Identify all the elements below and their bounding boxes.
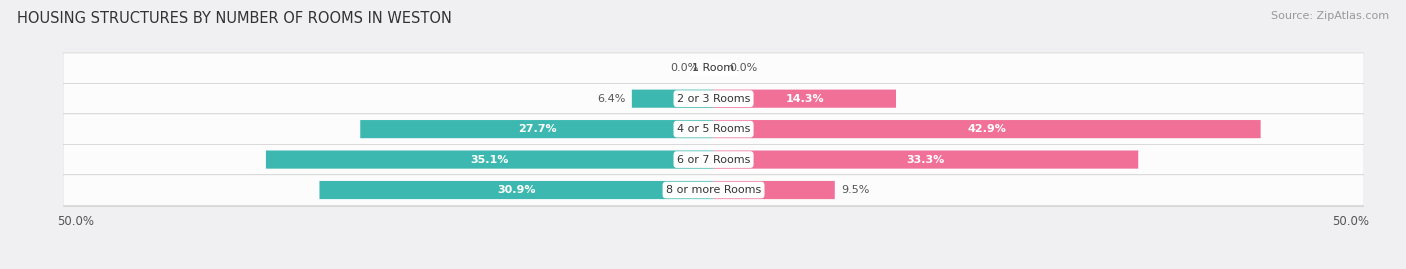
- Text: 42.9%: 42.9%: [967, 124, 1007, 134]
- FancyBboxPatch shape: [713, 90, 896, 108]
- Text: 27.7%: 27.7%: [517, 124, 557, 134]
- Text: 14.3%: 14.3%: [786, 94, 824, 104]
- Text: Source: ZipAtlas.com: Source: ZipAtlas.com: [1271, 11, 1389, 21]
- FancyBboxPatch shape: [713, 181, 835, 199]
- FancyBboxPatch shape: [63, 175, 1364, 205]
- FancyBboxPatch shape: [319, 181, 714, 199]
- FancyBboxPatch shape: [360, 120, 714, 138]
- Text: 6 or 7 Rooms: 6 or 7 Rooms: [676, 155, 751, 165]
- FancyBboxPatch shape: [63, 114, 1364, 144]
- FancyBboxPatch shape: [63, 83, 1364, 114]
- Text: 2 or 3 Rooms: 2 or 3 Rooms: [676, 94, 751, 104]
- Text: 4 or 5 Rooms: 4 or 5 Rooms: [676, 124, 751, 134]
- Text: 1 Room: 1 Room: [693, 63, 734, 73]
- Text: HOUSING STRUCTURES BY NUMBER OF ROOMS IN WESTON: HOUSING STRUCTURES BY NUMBER OF ROOMS IN…: [17, 11, 451, 26]
- Text: 30.9%: 30.9%: [498, 185, 536, 195]
- FancyBboxPatch shape: [713, 120, 1261, 138]
- FancyBboxPatch shape: [631, 90, 714, 108]
- Text: 8 or more Rooms: 8 or more Rooms: [666, 185, 761, 195]
- FancyBboxPatch shape: [63, 53, 1364, 83]
- Text: 33.3%: 33.3%: [907, 155, 945, 165]
- FancyBboxPatch shape: [63, 144, 1364, 175]
- Text: 35.1%: 35.1%: [471, 155, 509, 165]
- Text: 6.4%: 6.4%: [598, 94, 626, 104]
- Text: 0.0%: 0.0%: [671, 63, 699, 73]
- Text: 9.5%: 9.5%: [841, 185, 869, 195]
- FancyBboxPatch shape: [266, 150, 714, 169]
- Text: 0.0%: 0.0%: [728, 63, 756, 73]
- Legend: Owner-occupied, Renter-occupied: Owner-occupied, Renter-occupied: [589, 266, 838, 269]
- FancyBboxPatch shape: [713, 150, 1139, 169]
